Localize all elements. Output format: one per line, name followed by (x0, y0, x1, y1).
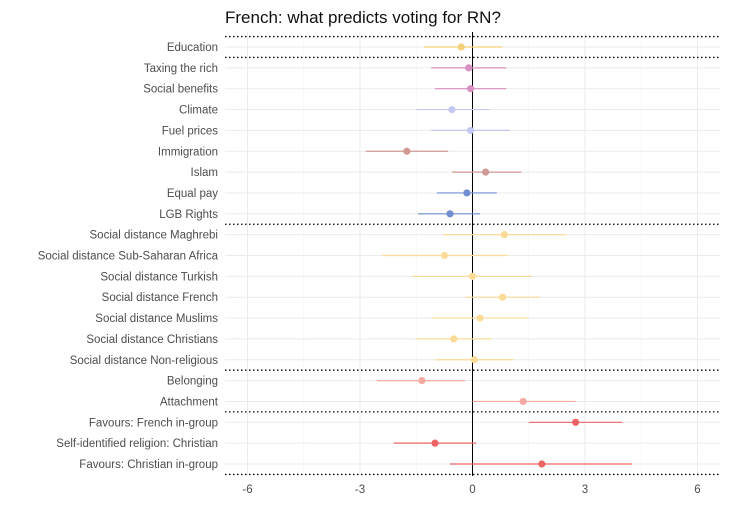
estimate-point (446, 210, 454, 218)
x-tick-label: -6 (242, 484, 252, 496)
estimate-point (418, 377, 426, 385)
y-axis-label: Social distance French (102, 292, 218, 304)
y-axis-label: Fuel prices (162, 125, 218, 137)
estimate-point (403, 147, 411, 155)
estimate-point (468, 272, 477, 280)
y-axis-label: Attachment (160, 396, 219, 408)
y-axis-label: Taxing the rich (144, 63, 218, 75)
y-axis-label: Islam (191, 167, 218, 179)
estimate-point (538, 460, 546, 468)
y-axis-label: Self-identified religion: Christian (56, 438, 218, 450)
estimate-point (463, 189, 471, 197)
y-axis-label: Immigration (158, 146, 218, 158)
estimate-point (500, 231, 508, 239)
estimate-point (482, 168, 490, 176)
x-tick-label: 0 (469, 484, 475, 496)
x-tick-label: 3 (582, 484, 588, 496)
y-axis-label: Favours: Christian in-group (79, 459, 218, 471)
estimate-point (431, 439, 439, 447)
y-axis-label: Social distance Sub-Saharan Africa (38, 251, 219, 263)
y-axis-label: Social distance Christians (86, 334, 218, 346)
y-axis-label: Equal pay (167, 188, 218, 200)
estimates (365, 43, 632, 468)
y-axis-label: Favours: French in-group (89, 417, 218, 429)
estimate-point (457, 43, 465, 51)
y-axis-labels: Education Taxing the rich Social benefits C… (38, 42, 219, 471)
y-axis-label: Education (167, 42, 218, 54)
estimate-point (572, 418, 580, 426)
estimate-point (467, 126, 475, 134)
estimate-point (440, 251, 448, 260)
chart-title: French: what predicts voting for RN? (225, 8, 501, 27)
estimate-point (519, 397, 527, 406)
x-axis-ticks: -6 -3 0 3 6 (242, 484, 700, 496)
estimate-point (450, 335, 458, 343)
estimate-point (476, 314, 484, 322)
estimate-point (448, 105, 456, 114)
y-axis-label: Social distance Non-religious (70, 355, 219, 367)
y-axis-label: Belonging (167, 376, 218, 388)
y-axis-label: Social distance Maghrebi (90, 230, 219, 242)
group-separators (225, 35, 720, 476)
y-axis-label: Social distance Muslims (95, 313, 218, 325)
x-tick-label: 6 (694, 484, 700, 496)
y-axis-label: Social benefits (143, 84, 218, 96)
x-tick-label: -3 (355, 484, 365, 496)
y-axis-label: Social distance Turkish (100, 271, 218, 283)
estimate-point (465, 64, 473, 72)
estimate-point (470, 356, 478, 364)
estimate-point (498, 293, 507, 301)
y-axis-label: Climate (179, 105, 218, 117)
y-axis-label: LGB Rights (159, 209, 218, 221)
estimate-point (467, 85, 475, 93)
